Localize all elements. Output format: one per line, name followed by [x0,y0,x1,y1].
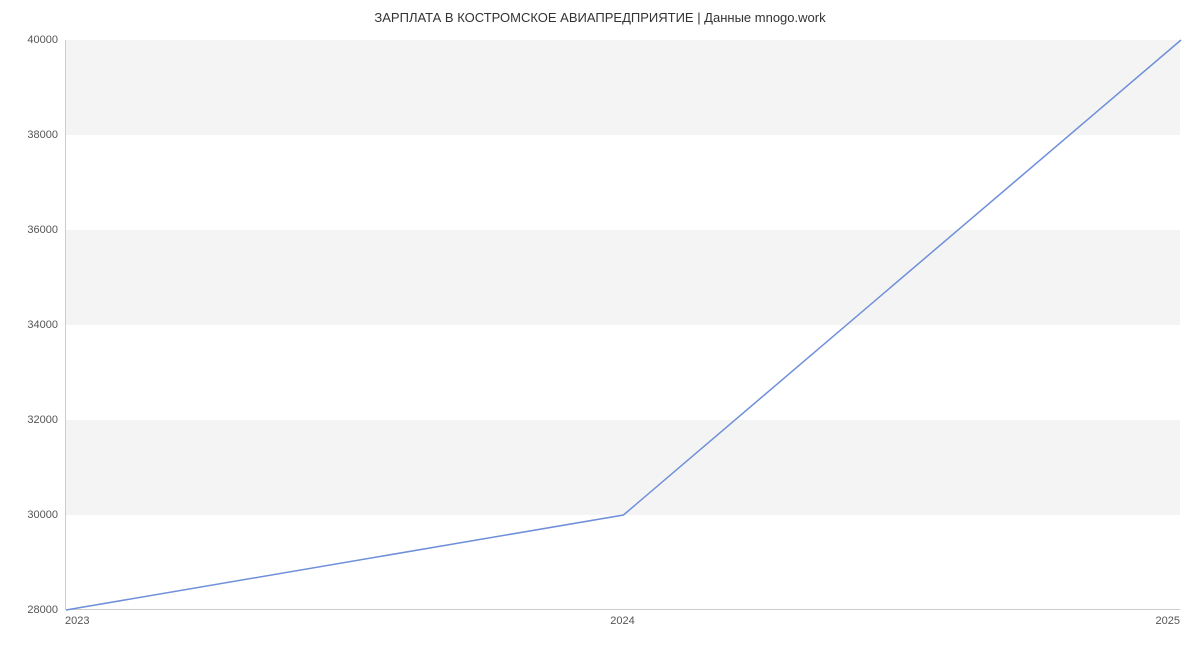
plot-area [65,40,1180,610]
y-tick-label: 38000 [8,129,58,141]
x-tick-label: 2025 [1156,615,1180,627]
line-svg [66,40,1181,610]
y-tick-label: 40000 [8,34,58,46]
y-tick-label: 36000 [8,224,58,236]
x-tick-label: 2024 [610,615,634,627]
y-tick-label: 32000 [8,414,58,426]
y-tick-label: 28000 [8,604,58,616]
chart-container [65,40,1180,610]
y-tick-label: 34000 [8,319,58,331]
data-line [66,40,1181,610]
chart-title: ЗАРПЛАТА В КОСТРОМСКОЕ АВИАПРЕДПРИЯТИЕ |… [0,0,1200,25]
y-tick-label: 30000 [8,509,58,521]
x-tick-label: 2023 [65,615,89,627]
